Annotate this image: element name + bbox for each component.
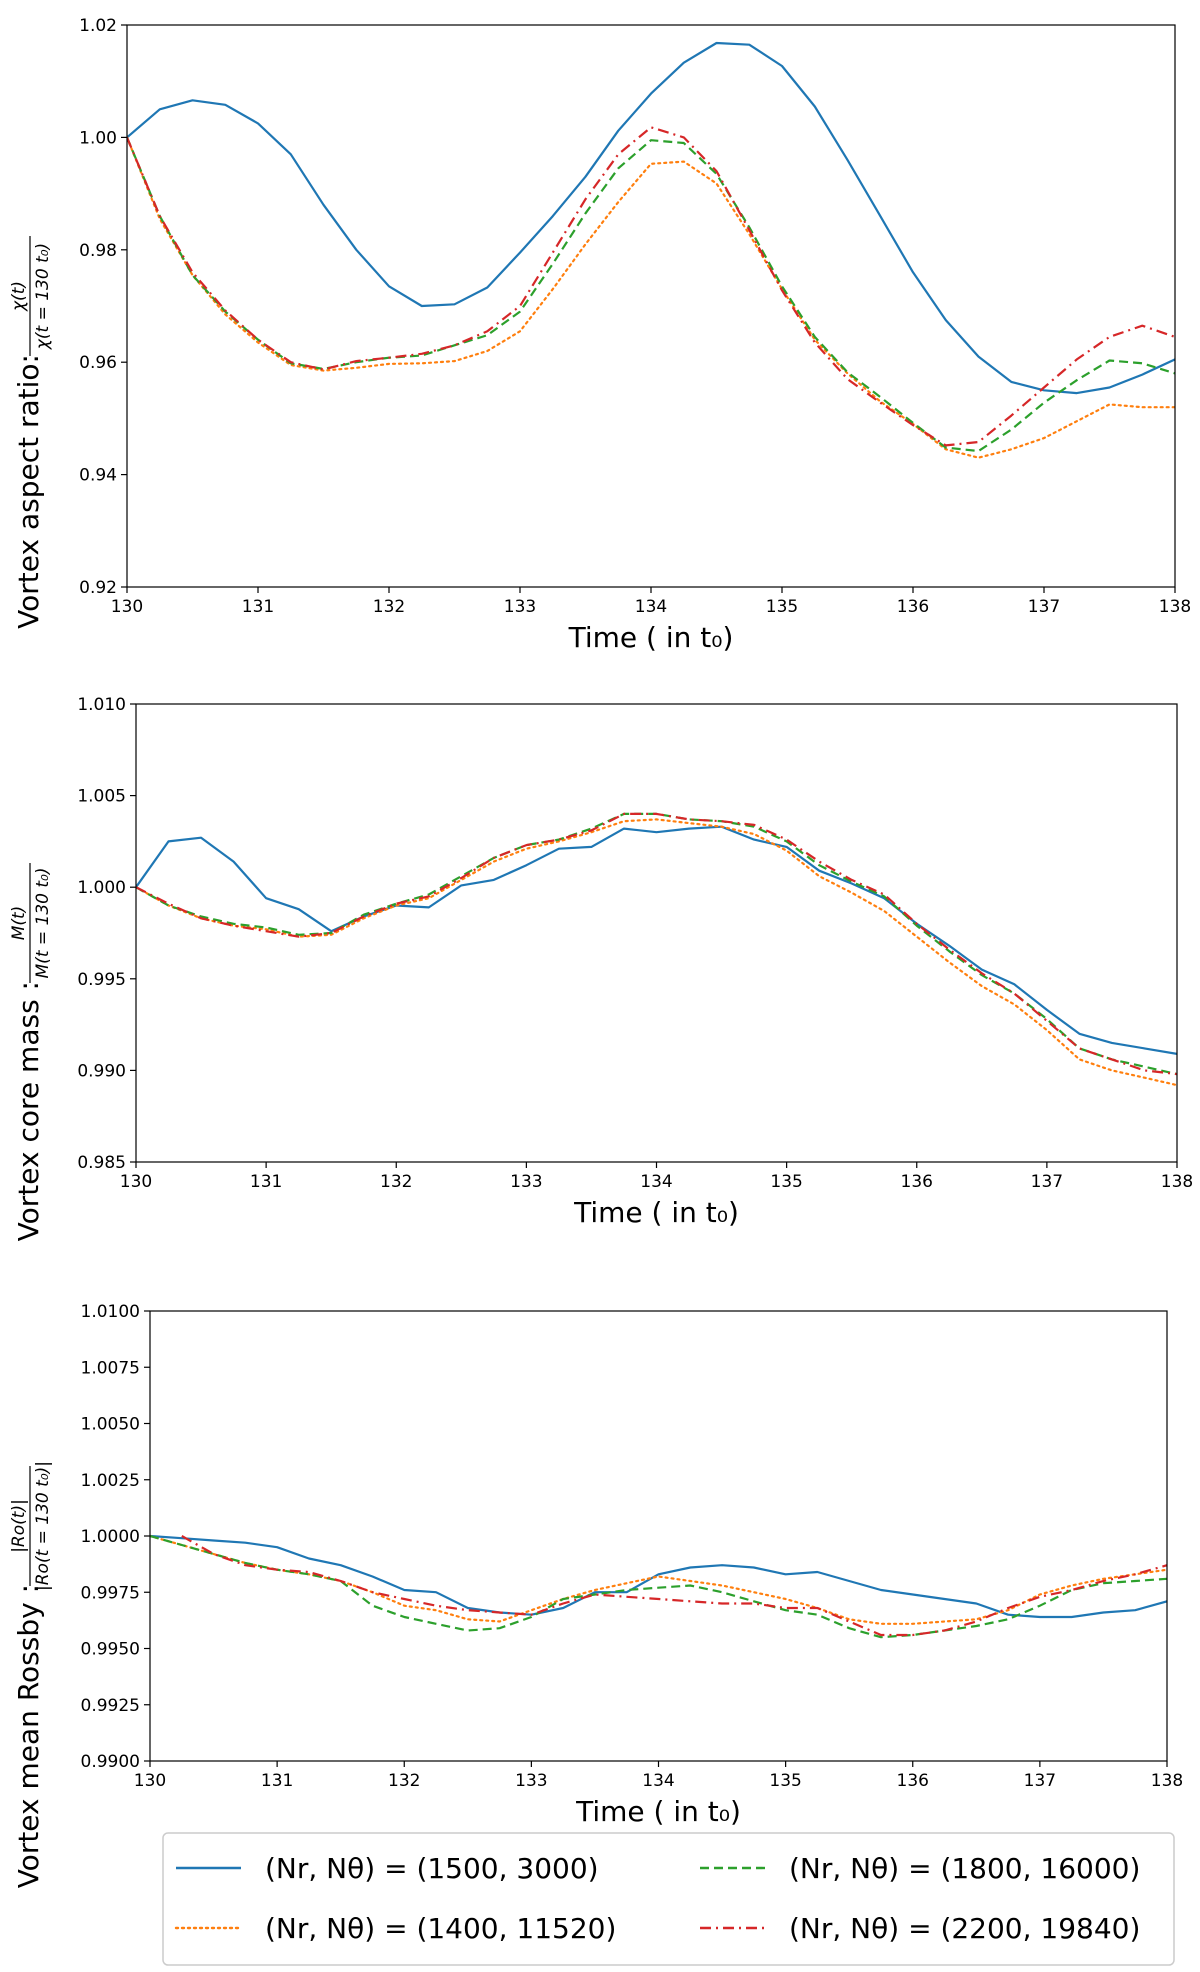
x-tick-label: 136 [897, 1771, 929, 1791]
series-line-3 [127, 136, 1175, 453]
y-axis-title-prefix: Vortex aspect ratio: [12, 354, 45, 629]
series-line-1 [127, 41, 1175, 395]
legend-label-4: (Nr, Nθ) = (2200, 19840) [789, 1912, 1140, 1945]
x-tick-label: 133 [510, 1172, 542, 1192]
y-axis-title: Vortex mean Rossby : |Ro(t)| |Ro(t = 130 … [9, 1461, 53, 1888]
y-tick-label: 1.0050 [81, 1415, 140, 1435]
series-group [150, 1534, 1167, 1639]
x-tick-label: 132 [380, 1172, 412, 1192]
y-tick-label: 0.9925 [81, 1696, 140, 1716]
x-axis-title: Time ( in t₀) [575, 1795, 741, 1828]
y-axis-title: Vortex aspect ratio: χ(t) χ(t = 130 t₀) [9, 236, 53, 629]
x-tick-label: 137 [1028, 597, 1060, 617]
x-axis-title: Time ( in t₀) [573, 1196, 739, 1229]
plot-frame [126, 24, 1176, 588]
x-tick-label: 134 [635, 597, 667, 617]
series-line-4 [127, 126, 1175, 447]
chart-panel-1: 130 131 132 133 134 135 136 137 138 0.92 0.94 0.96 0… [9, 16, 1191, 654]
y-tick-label: 0.94 [79, 466, 117, 486]
x-tick-label: 135 [769, 1771, 801, 1791]
y-axis-title-prefix: Vortex core mass : [12, 981, 45, 1241]
y-axis-title-denominator: M(t = 130 t₀) [33, 868, 53, 979]
x-tick-label: 131 [261, 1771, 293, 1791]
x-tick-label: 132 [388, 1771, 420, 1791]
x-tick-label: 135 [770, 1172, 802, 1192]
y-tick-label: 0.92 [79, 578, 117, 598]
y-axis-title-numerator: |Ro(t)| [9, 1499, 29, 1553]
legend-label-3: (Nr, Nθ) = (1800, 16000) [789, 1852, 1140, 1885]
y-tick-label: 1.0100 [81, 1302, 140, 1322]
y-tick-label: 1.000 [77, 878, 126, 898]
series-group [127, 41, 1175, 459]
y-tick-label: 1.02 [79, 16, 117, 36]
y-tick-label: 0.98 [79, 241, 117, 261]
chart-panel-3: 130 131 132 133 134 135 136 137 138 0.9900 0.9925 0… [9, 1302, 1183, 1888]
y-axis-title-denominator: χ(t = 130 t₀) [33, 243, 53, 350]
x-tick-label: 130 [120, 1172, 152, 1192]
y-tick-label: 0.9900 [81, 1752, 140, 1772]
series-line-4 [136, 812, 1177, 1076]
x-tick-label: 133 [504, 597, 536, 617]
series-line-1 [136, 825, 1177, 1055]
y-tick-label: 1.005 [77, 787, 126, 807]
x-tick-label: 131 [250, 1172, 282, 1192]
y-axis-title-denominator: |Ro(t = 130 t₀)| [33, 1461, 53, 1591]
y-tick-label: 0.9950 [81, 1640, 140, 1660]
x-tick-label: 131 [242, 597, 274, 617]
x-tick-label: 138 [1159, 597, 1191, 617]
series-group [136, 812, 1177, 1087]
y-tick-label: 0.985 [77, 1153, 126, 1173]
x-tick-label: 130 [134, 1771, 166, 1791]
x-tick-label: 137 [1031, 1172, 1063, 1192]
x-tick-label: 135 [766, 597, 798, 617]
chart-panel-2: 130 131 132 133 134 135 136 137 138 0.985 0.990 0.9… [9, 695, 1193, 1241]
x-tick-label: 130 [111, 597, 143, 617]
legend-label-1: (Nr, Nθ) = (1500, 3000) [265, 1852, 599, 1885]
x-axis-title: Time ( in t₀) [568, 621, 734, 654]
y-tick-label: 0.96 [79, 353, 117, 373]
series-line-4 [181, 1535, 1167, 1637]
y-axis-title-numerator: M(t) [9, 906, 29, 941]
y-tick-label: 0.995 [77, 970, 126, 990]
y-axis-title-numerator: χ(t) [9, 281, 29, 312]
y-axis-title-prefix: Vortex mean Rossby : [12, 1584, 45, 1888]
x-tick-label: 136 [901, 1172, 933, 1192]
x-tick-label: 133 [515, 1771, 547, 1791]
series-line-3 [136, 812, 1177, 1076]
y-tick-label: 1.00 [79, 128, 117, 148]
y-tick-label: 0.990 [77, 1061, 126, 1081]
x-tick-label: 134 [642, 1771, 674, 1791]
series-line-1 [150, 1534, 1167, 1619]
x-tick-label: 136 [897, 597, 929, 617]
legend: (Nr, Nθ) = (1500, 3000) (Nr, Nθ) = (1400,… [162, 1832, 1175, 1966]
x-tick-label: 138 [1151, 1771, 1183, 1791]
y-tick-label: 0.9975 [81, 1583, 140, 1603]
series-line-2 [150, 1534, 1167, 1625]
x-tick-label: 134 [640, 1172, 672, 1192]
y-axis-title: Vortex core mass : M(t) M(t = 130 t₀) [9, 863, 53, 1241]
y-tick-label: 1.0075 [81, 1358, 140, 1378]
x-tick-label: 132 [373, 597, 405, 617]
y-tick-label: 1.0000 [81, 1527, 140, 1547]
y-tick-label: 1.010 [77, 695, 126, 715]
plot-frame [135, 703, 1178, 1163]
legend-label-2: (Nr, Nθ) = (1400, 11520) [265, 1912, 616, 1945]
series-line-2 [136, 818, 1177, 1087]
x-tick-label: 137 [1024, 1771, 1056, 1791]
x-tick-label: 138 [1161, 1172, 1193, 1192]
legend-frame [162, 1832, 1175, 1966]
y-tick-label: 1.0025 [81, 1471, 140, 1491]
plot-frame [149, 1310, 1168, 1762]
series-line-3 [150, 1534, 1167, 1639]
